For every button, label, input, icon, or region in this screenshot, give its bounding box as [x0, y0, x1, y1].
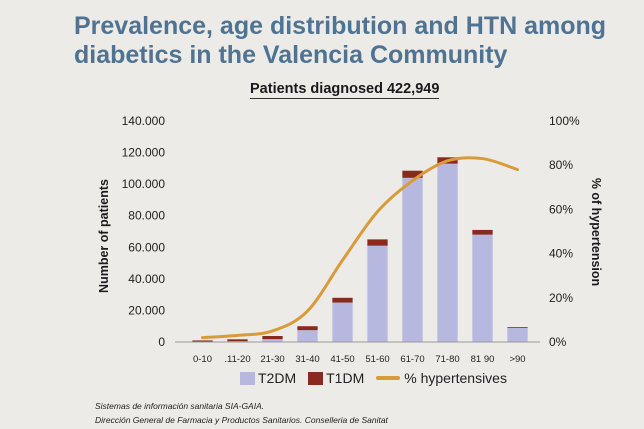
chart-title: Prevalence, age distribution and HTN amo… — [74, 12, 607, 69]
legend-item-t2dm: T2DM — [240, 370, 296, 386]
bar-t2dm — [402, 177, 423, 342]
y-tick-label: 140.000 — [122, 114, 166, 128]
y-tick-label: 40.000 — [128, 272, 165, 286]
x-tick-label: 61-70 — [400, 354, 424, 365]
x-tick-label: 41-50 — [330, 354, 354, 365]
legend-label-t1dm: T1DM — [326, 370, 365, 386]
legend-swatch-t1dm — [308, 371, 324, 385]
left-y-axis: 0 20.000 40.000 60.000 80.000 100.000 120.000 1… — [122, 114, 166, 349]
y-tick-label: 100.000 — [122, 177, 166, 191]
legend-label-hypertensives: % hypertensives — [404, 370, 507, 386]
legend-label-t2dm: T2DM — [258, 370, 297, 386]
bar-t2dm — [332, 302, 353, 342]
legend-item-t1dm: T1DM — [308, 370, 364, 386]
bar-t2dm — [437, 163, 458, 342]
bar-t1dm — [262, 336, 283, 340]
x-tick-label: 0-10 — [193, 354, 212, 365]
bar-t1dm — [192, 340, 213, 342]
y-tick-label: 60.000 — [128, 240, 165, 254]
x-axis: 0-10 .11-20 21-30 31-40 41-50 51-60 61-70 71-80… — [175, 341, 540, 365]
chart-subtitle: Patients diagnosed 422,949 — [250, 81, 440, 99]
bar-t2dm — [297, 330, 318, 342]
x-tick-label: 51-60 — [365, 354, 389, 365]
y-tick-label: 0 — [158, 335, 165, 349]
y-tick-label: 80.000 — [128, 209, 165, 223]
y2-axis-label: % of hypertension — [589, 178, 603, 286]
bar-t1dm — [297, 326, 318, 331]
line-hypertensives — [201, 156, 519, 340]
bar-t1dm — [227, 339, 248, 342]
bar-t2dm — [367, 245, 388, 342]
legend: T2DM T1DM % hypertensives — [240, 370, 519, 386]
y2-tick-label: 100% — [549, 114, 580, 128]
source-line-1: Sistemas de información sanitaria SIA-GA… — [95, 401, 265, 411]
bar-t1dm — [332, 297, 353, 303]
bar-t2dm — [472, 234, 493, 342]
line-series — [201, 156, 519, 340]
y-tick-label: 120.000 — [122, 146, 166, 160]
source-note: Sistemas de información sanitaria SIA-GA… — [95, 399, 388, 427]
bar-series — [192, 157, 528, 342]
x-tick-label: 81 90 — [471, 354, 495, 365]
legend-swatch-t2dm — [240, 371, 255, 385]
x-tick-label: .11-20 — [224, 354, 250, 365]
bar-t1dm — [402, 170, 423, 178]
x-tick-label: >90 — [509, 354, 525, 365]
source-line-2: Dirección General de Farmacia y Producto… — [95, 415, 388, 425]
y2-tick-label: 40% — [549, 247, 573, 261]
bar-t2dm — [507, 327, 528, 342]
right-y-axis: 0% 20% 40% 60% 80% 100% — [549, 114, 580, 349]
y-tick-label: 20.000 — [128, 303, 165, 317]
legend-swatch-hypertensives — [376, 376, 401, 380]
x-tick-label: 31-40 — [295, 354, 319, 365]
y-axis-label: Number of patients — [97, 179, 111, 293]
bar-t1dm — [367, 239, 388, 246]
x-tick-label: 71-80 — [435, 354, 459, 365]
y2-tick-label: 20% — [549, 291, 573, 305]
bar-t1dm — [507, 327, 528, 328]
bar-t2dm — [262, 339, 283, 342]
bar-t1dm — [472, 229, 493, 235]
y2-tick-label: 0% — [549, 335, 567, 349]
y2-tick-label: 60% — [549, 202, 573, 216]
legend-item-hypertensives: % hypertensives — [376, 370, 507, 386]
y2-tick-label: 80% — [549, 158, 573, 172]
x-tick-label: 21-30 — [260, 354, 284, 365]
